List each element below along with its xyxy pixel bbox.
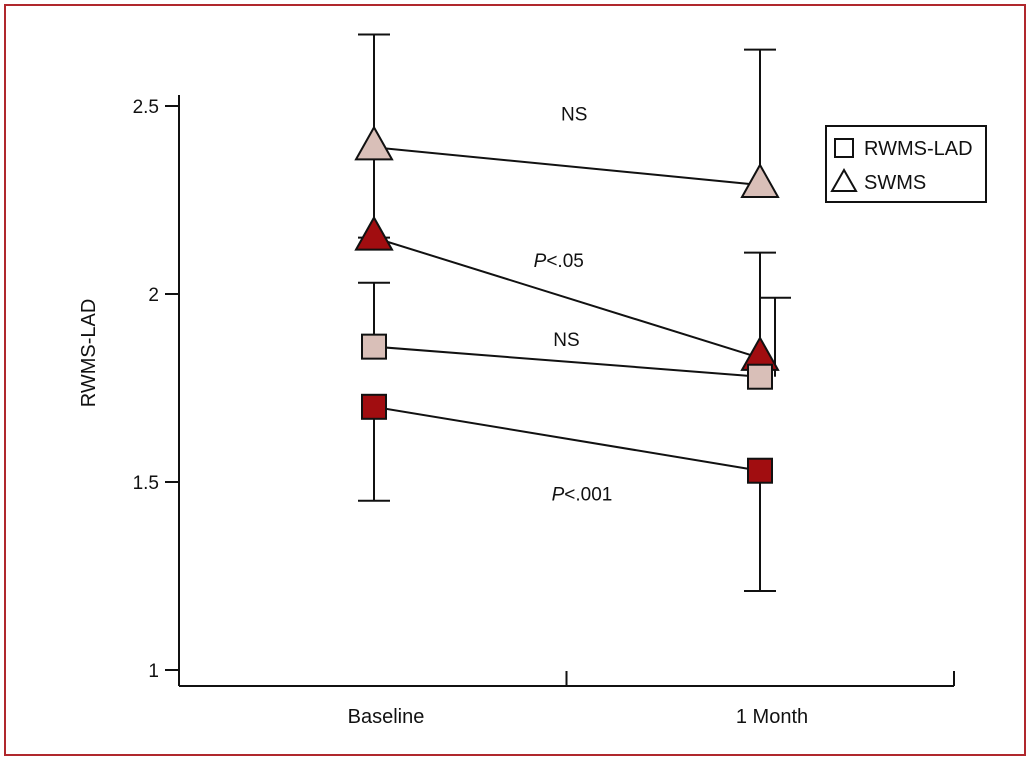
annotation-2-text: NS <box>553 330 579 351</box>
y-axis-label: RWMS-LAD <box>78 299 100 408</box>
annotation-3: P<.001 <box>552 484 613 505</box>
series-line-2 <box>373 345 761 378</box>
series-line-0 <box>373 146 761 186</box>
annotation-0-text: NS <box>561 105 587 126</box>
marker-s2-c0 <box>361 333 387 360</box>
annotation-0: NS <box>561 105 587 126</box>
marker-s0-c1 <box>740 162 780 198</box>
annotation-1-text: <.05 <box>546 251 584 272</box>
figure-frame <box>4 4 1026 756</box>
data-markers <box>354 125 780 484</box>
legend-marker-0 <box>834 138 854 158</box>
error-bars <box>358 33 791 593</box>
y-tick-label-2: 2 <box>148 285 159 306</box>
y-tick-label-0: 1 <box>148 661 159 682</box>
series-line-1 <box>373 236 761 359</box>
annotation-3-prefix: P <box>552 484 565 505</box>
series-lines <box>373 146 761 472</box>
annotation-3-text: <.001 <box>564 484 612 505</box>
legend-label-1: SWMS <box>864 172 926 194</box>
x-category-label-1: 1 Month <box>736 706 808 728</box>
marker-s2-c1 <box>747 363 773 390</box>
legend-marker-1 <box>830 167 858 192</box>
y-tick-label-3: 2.5 <box>133 97 159 118</box>
marker-s0-c0 <box>354 125 394 161</box>
y-tick-label-1: 1.5 <box>133 473 159 494</box>
annotation-1: P<.05 <box>534 251 584 272</box>
x-category-label-0: Baseline <box>348 706 425 728</box>
series-line-3 <box>373 405 761 472</box>
annotation-1-prefix: P <box>534 251 547 272</box>
marker-s3-c0 <box>361 393 387 420</box>
annotation-2: NS <box>553 330 579 351</box>
marker-s3-c1 <box>747 457 773 484</box>
legend: RWMS-LAD SWMS <box>825 125 987 203</box>
marker-s1-c0 <box>354 215 394 251</box>
legend-label-0: RWMS-LAD <box>864 138 973 160</box>
axes: 1 1.5 2 2.5 Baseline 1 Month <box>133 95 955 728</box>
